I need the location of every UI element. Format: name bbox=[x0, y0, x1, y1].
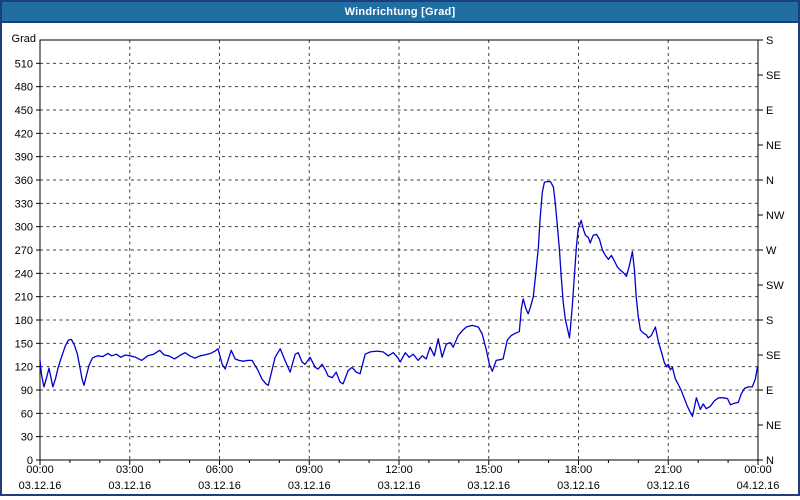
y-axis-tick-label: 90 bbox=[21, 385, 33, 397]
right-axis-compass-label: E bbox=[766, 105, 773, 117]
x-axis-time-label: 21:00 bbox=[654, 464, 682, 476]
x-axis-time-label: 03:00 bbox=[116, 464, 144, 476]
y-axis-tick-label: 210 bbox=[15, 292, 33, 304]
y-axis-tick-label: 480 bbox=[15, 82, 33, 94]
x-axis-date-label: 03.12.16 bbox=[378, 480, 421, 492]
right-axis-compass-label: NW bbox=[766, 210, 785, 222]
right-axis-compass-label: NE bbox=[766, 140, 781, 152]
y-axis-tick-label: 300 bbox=[15, 222, 33, 234]
y-axis-tick-label: 60 bbox=[21, 408, 33, 420]
y-axis-unit-label: Grad bbox=[11, 33, 36, 45]
y-axis-tick-label: 330 bbox=[15, 198, 33, 210]
x-axis-date-label: 03.12.16 bbox=[19, 480, 62, 492]
y-axis-tick-label: 150 bbox=[15, 338, 33, 350]
x-axis-time-label: 15:00 bbox=[475, 464, 503, 476]
y-axis-tick-label: 240 bbox=[15, 268, 33, 280]
window-title: Windrichtung [Grad] bbox=[344, 5, 456, 18]
right-axis-compass-label: N bbox=[766, 455, 774, 467]
y-axis-tick-label: 180 bbox=[15, 315, 33, 327]
x-axis-time-label: 06:00 bbox=[206, 464, 234, 476]
x-axis-date-label: 03.12.16 bbox=[647, 480, 690, 492]
y-axis-tick-label: 0 bbox=[27, 455, 33, 467]
right-axis-compass-label: W bbox=[766, 245, 777, 257]
y-axis-tick-label: 450 bbox=[15, 105, 33, 117]
y-axis-tick-label: 510 bbox=[15, 58, 33, 70]
x-axis-time-label: 00:00 bbox=[744, 464, 772, 476]
right-axis-compass-label: SE bbox=[766, 70, 781, 82]
x-axis-date-label: 03.12.16 bbox=[467, 480, 510, 492]
y-axis-tick-label: 420 bbox=[15, 128, 33, 140]
right-axis-compass-label: N bbox=[766, 175, 774, 187]
y-axis-tick-label: 30 bbox=[21, 432, 33, 444]
x-axis-date-label: 03.12.16 bbox=[198, 480, 241, 492]
x-axis-time-label: 00:00 bbox=[26, 464, 54, 476]
x-axis-date-label: 03.12.16 bbox=[288, 480, 331, 492]
right-axis-compass-label: SW bbox=[766, 280, 784, 292]
right-axis-compass-label: NE bbox=[766, 420, 781, 432]
wind-direction-series-line bbox=[39, 180, 759, 418]
right-axis-compass-label: S bbox=[766, 35, 773, 47]
x-axis-time-label: 09:00 bbox=[295, 464, 323, 476]
y-axis-tick-label: 120 bbox=[15, 362, 33, 374]
x-axis-date-label: 03.12.16 bbox=[557, 480, 600, 492]
y-axis-tick-label: 270 bbox=[15, 245, 33, 257]
x-axis-date-label: 04.12.16 bbox=[737, 480, 780, 492]
y-axis-tick-label: 390 bbox=[15, 152, 33, 164]
right-axis-compass-label: S bbox=[766, 315, 773, 327]
wind-direction-chart: 0 30 60 90 120 150 180 210 240 270 300 330 360 390 420… bbox=[15, 35, 785, 492]
y-axis-tick-label: 360 bbox=[15, 175, 33, 187]
x-axis-date-label: 03.12.16 bbox=[108, 480, 151, 492]
window-title-bar[interactable]: Windrichtung [Grad] bbox=[2, 2, 798, 23]
x-axis-time-label: 18:00 bbox=[565, 464, 593, 476]
right-axis-compass-label: SE bbox=[766, 350, 781, 362]
right-axis-compass-label: E bbox=[766, 385, 773, 397]
x-axis-time-label: 12:00 bbox=[385, 464, 413, 476]
